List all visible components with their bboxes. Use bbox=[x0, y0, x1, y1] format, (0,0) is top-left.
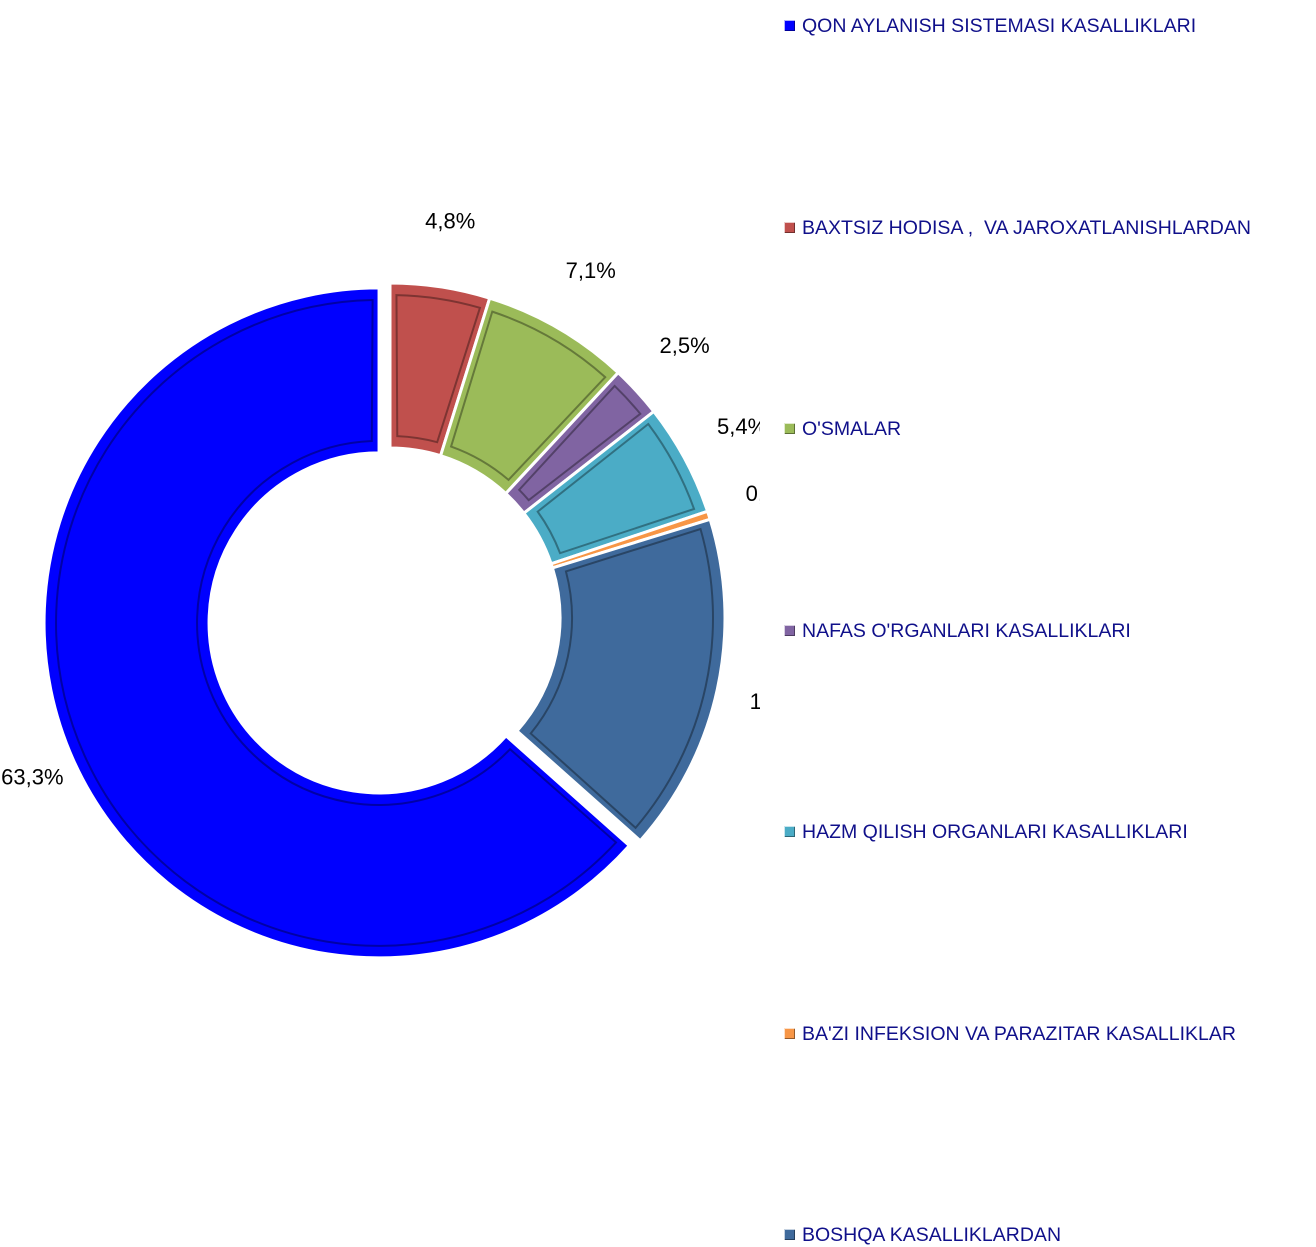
legend-label: NAFAS O'RGANLARI KASALLIKLARI bbox=[802, 619, 1131, 642]
legend-label: BA'ZI INFEKSION VA PARAZITAR KASALLIKLAR bbox=[802, 1022, 1236, 1045]
data-label: 16,3% bbox=[750, 689, 760, 714]
legend-item: QON AYLANISH SISTEMASI KASALLIKLARI bbox=[784, 15, 1304, 38]
legend-swatch bbox=[784, 1229, 795, 1240]
chart: 63,3% 4,8% 7,1% 2,5% 5,4% 0,4% 16,3% bbox=[1, 208, 760, 960]
legend-swatch bbox=[784, 221, 795, 233]
legend-swatch bbox=[784, 423, 795, 434]
legend-swatch bbox=[784, 826, 795, 837]
slice-bevel bbox=[395, 294, 482, 444]
legend-label: QON AYLANISH SISTEMASI KASALLIKLARI bbox=[802, 15, 1197, 37]
slice-bevel bbox=[449, 310, 607, 482]
legend-label: O'SMALAR bbox=[802, 418, 902, 440]
data-label: 63,3% bbox=[1, 764, 63, 789]
legend-label: BOSHQA KASALLIKLARDAN bbox=[802, 1224, 1062, 1246]
data-label: 2,5% bbox=[660, 333, 710, 358]
slice-bevel bbox=[517, 384, 642, 502]
legend-item: BA'ZI INFEKSION VA PARAZITAR KASALLIKLAR bbox=[784, 1023, 1304, 1046]
data-label: 0,4% bbox=[746, 481, 760, 506]
slice-bevel bbox=[55, 298, 618, 947]
legend-swatch bbox=[784, 624, 795, 636]
data-label: 4,8% bbox=[425, 208, 475, 233]
legend-label: BAXTSIZ HODISA , VA JAROXATLANISHLARDAN bbox=[802, 216, 1251, 239]
data-label: 7,1% bbox=[566, 258, 616, 283]
legend-label: HAZM QILISH ORGANLARI KASALLIKLARI bbox=[802, 821, 1188, 843]
legend-item: BOSHQA KASALLIKLARDAN bbox=[784, 1224, 1304, 1247]
legend-item: NAFAS O'RGANLARI KASALLIKLARI bbox=[784, 620, 1304, 643]
legend-swatch bbox=[784, 1027, 795, 1039]
donut-slice bbox=[514, 517, 727, 843]
legend-swatch bbox=[784, 20, 795, 31]
donut-slice bbox=[42, 286, 632, 960]
legend-item: HAZM QILISH ORGANLARI KASALLIKLARI bbox=[784, 821, 1304, 844]
slice-bevel bbox=[529, 527, 714, 830]
slice-bevel bbox=[536, 422, 696, 555]
data-label: 5,4% bbox=[717, 414, 760, 439]
legend-item: BAXTSIZ HODISA , VA JAROXATLANISHLARDAN bbox=[784, 217, 1304, 240]
legend-item: O'SMALAR bbox=[784, 418, 1304, 441]
